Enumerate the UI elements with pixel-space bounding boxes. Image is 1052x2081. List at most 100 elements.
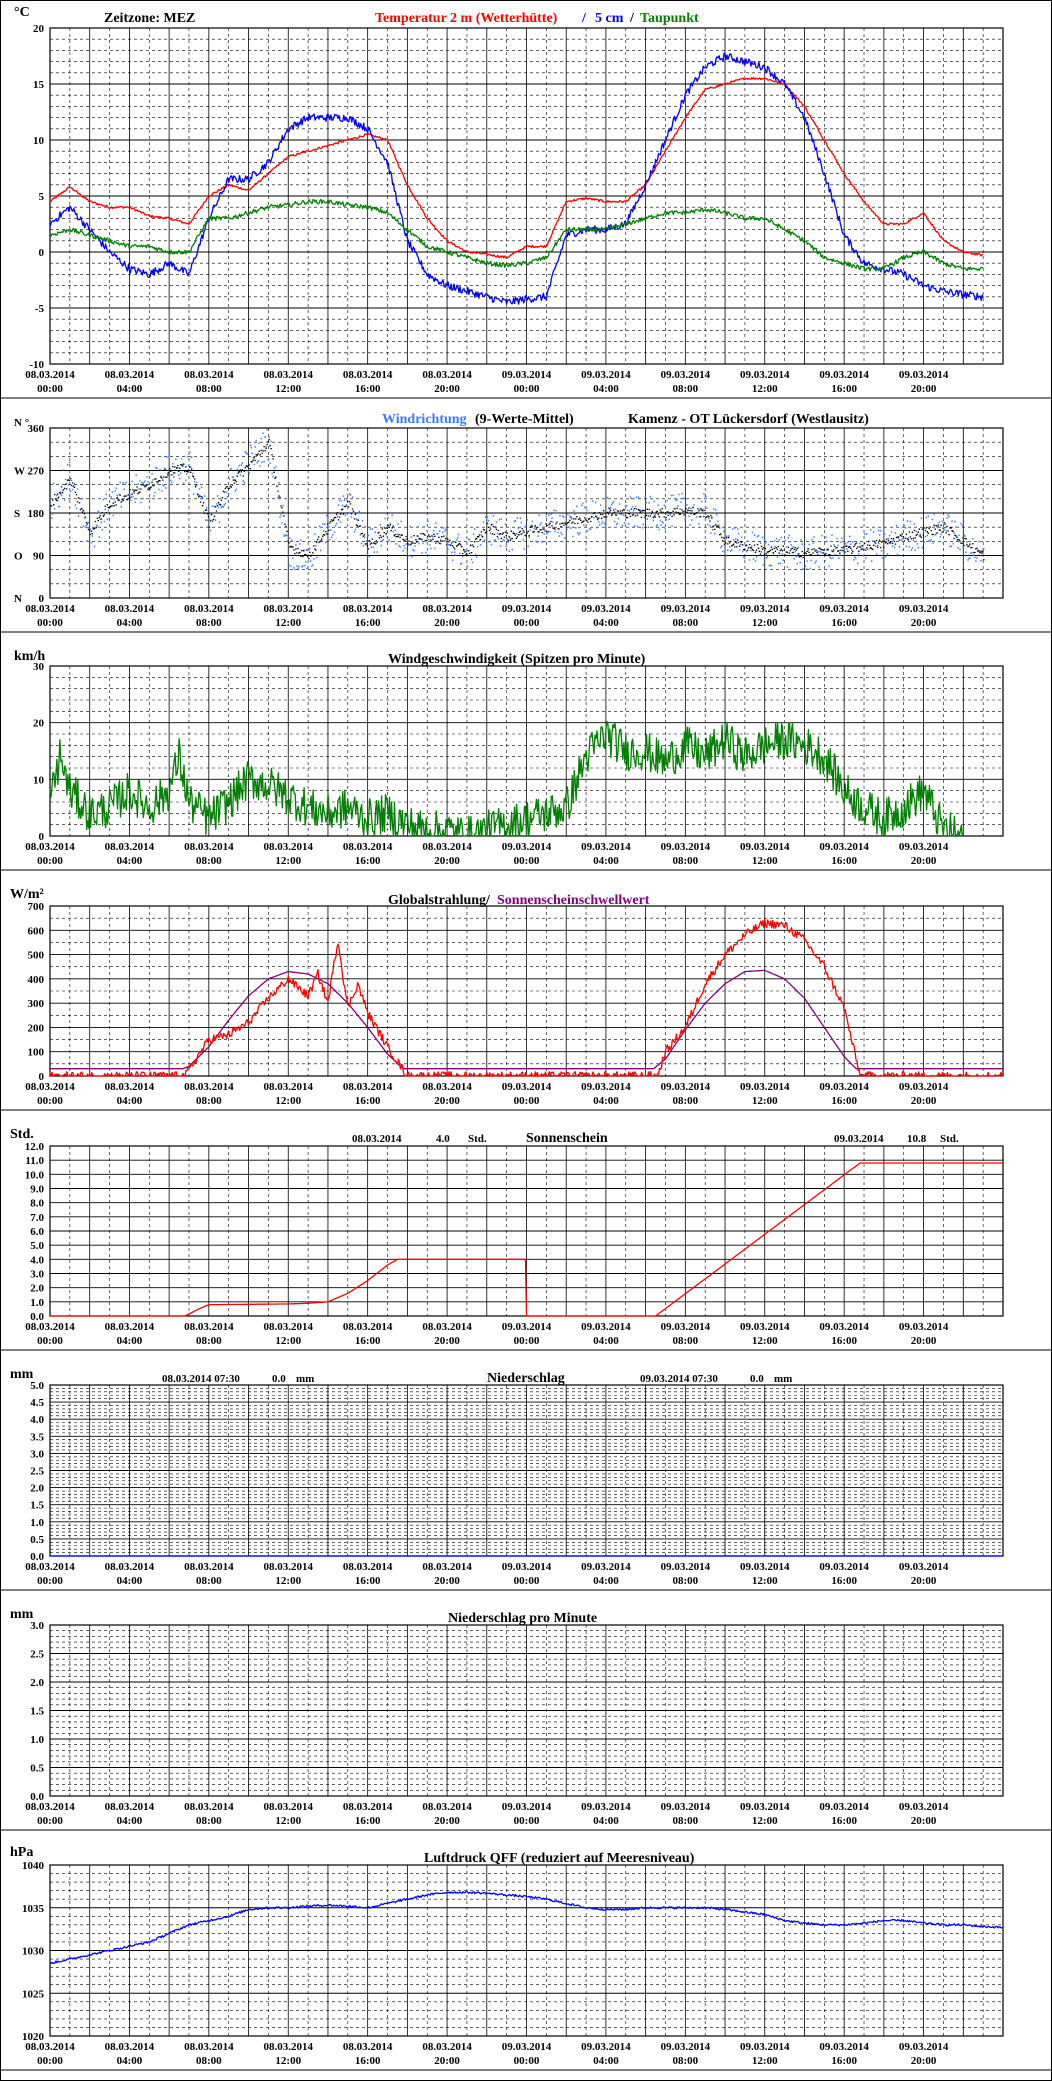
y-tick-label: -5 — [35, 303, 45, 315]
x-tick-date: 08.03.2014 — [264, 2041, 314, 2053]
y-tick-label: 4.0 — [30, 1414, 44, 1426]
x-tick-date: 09.03.2014 — [581, 1081, 631, 1093]
x-tick-date: 08.03.2014 — [25, 841, 75, 853]
x-tick-date: 08.03.2014 — [105, 1561, 155, 1573]
x-tick-date: 09.03.2014 — [899, 1801, 949, 1813]
x-tick-time: 00:00 — [37, 383, 63, 395]
x-tick-date: 08.03.2014 — [25, 1081, 75, 1093]
x-tick-date: 08.03.2014 — [422, 369, 472, 381]
x-tick-date: 08.03.2014 — [422, 1081, 472, 1093]
x-tick-date: 09.03.2014 — [661, 1801, 711, 1813]
x-tick-date: 09.03.2014 — [661, 1321, 711, 1333]
x-tick-time: 04:00 — [117, 2055, 143, 2067]
day1-datetime: 08.03.2014 07:30 — [162, 1373, 240, 1385]
y-tick-label: 3.0 — [30, 1620, 44, 1632]
y-tick-label: 2.0 — [30, 1283, 44, 1295]
x-tick-date: 08.03.2014 — [264, 1561, 314, 1573]
x-tick-date: 09.03.2014 — [819, 2041, 869, 2053]
panel-sunshine: Std. 08.03.2014 4.0 Std. Sonnenschein 09… — [10, 1127, 959, 1146]
x-tick-time: 08:00 — [672, 2055, 698, 2067]
series-line-0 — [49, 720, 964, 837]
x-tick-time: 16:00 — [355, 1815, 381, 1827]
y-tick-label: 0.0 — [30, 1551, 44, 1563]
x-tick-time: 12:00 — [752, 1815, 778, 1827]
x-tick-time: 20:00 — [911, 1095, 937, 1107]
series-line-1 — [49, 52, 984, 305]
x-tick-date: 09.03.2014 — [502, 841, 552, 853]
x-tick-date: 08.03.2014 — [184, 841, 234, 853]
x-tick-time: 00:00 — [514, 1815, 540, 1827]
y-tick-label: 0 — [39, 1071, 45, 1083]
y-tick-label: 100 — [28, 1047, 45, 1059]
y-tick-label: 2.0 — [30, 1677, 44, 1689]
x-tick-time: 08:00 — [196, 1335, 222, 1347]
panel-wind-speed: km/h Windgeschwindigkeit (Spitzen pro Mi… — [14, 649, 646, 667]
x-tick-time: 16:00 — [355, 1575, 381, 1587]
x-tick-date: 09.03.2014 — [899, 603, 949, 615]
unit-label: km/h — [14, 649, 45, 664]
day1-sunshine-total: 4.0 — [436, 1133, 450, 1145]
x-tick-time: 12:00 — [275, 2055, 301, 2067]
x-tick-time: 00:00 — [37, 617, 63, 629]
chart-radiation: 0 100 200 300 400 500 600 700 08.03.2014 00:00 08.… — [0, 901, 1052, 1111]
compass-label: W — [14, 466, 25, 478]
y-tick-label: 1035 — [22, 1903, 45, 1915]
chart-temp: -10 -5 0 5 10 15 20 08.03.2014 00:00 08.03.2014 04… — [0, 23, 1052, 399]
x-tick-date: 08.03.2014 — [184, 2041, 234, 2053]
x-tick-time: 12:00 — [752, 2055, 778, 2067]
compass-label: O — [14, 551, 23, 563]
series-label-temp-2m: Temperatur 2 m (Wetterhütte) — [375, 11, 558, 26]
x-tick-date: 09.03.2014 — [661, 841, 711, 853]
x-tick-date: 08.03.2014 — [264, 369, 314, 381]
y-tick-label: 600 — [28, 925, 45, 937]
station-name: Kamenz - OT Lückersdorf (Westlausitz) — [628, 412, 869, 427]
x-tick-time: 20:00 — [434, 383, 460, 395]
chart-title: Windgeschwindigkeit (Spitzen pro Minute) — [388, 652, 646, 667]
panel-precipitation: mm 08.03.2014 07:30 0.0 mm Niederschlag … — [10, 1367, 792, 1386]
x-tick-time: 20:00 — [911, 1575, 937, 1587]
x-tick-date: 09.03.2014 — [740, 2041, 790, 2053]
x-tick-date: 09.03.2014 — [581, 841, 631, 853]
x-tick-date: 09.03.2014 — [899, 2041, 949, 2053]
x-tick-time: 00:00 — [37, 1575, 63, 1587]
x-tick-time: 00:00 — [514, 1335, 540, 1347]
y-tick-label: 700 — [28, 901, 45, 913]
y-tick-label: 90 — [33, 551, 45, 563]
x-tick-time: 04:00 — [593, 1815, 619, 1827]
x-tick-date: 09.03.2014 — [502, 1801, 552, 1813]
series-points — [50, 428, 985, 571]
x-tick-time: 08:00 — [196, 617, 222, 629]
y-tick-label: 20 — [33, 718, 45, 730]
x-tick-time: 08:00 — [672, 855, 698, 867]
y-tick-label: 400 — [28, 974, 45, 986]
x-tick-time: 16:00 — [831, 617, 857, 629]
x-tick-time: 16:00 — [831, 383, 857, 395]
y-tick-label: 30 — [33, 661, 45, 673]
x-tick-date: 08.03.2014 — [343, 841, 393, 853]
chart-sunshine: 12.0 11.0 10.0 9.0 8.0 7.0 6.0 5.0 4.0 3.0 2.0 1.0 0… — [0, 1141, 1052, 1351]
x-tick-date: 09.03.2014 — [502, 1081, 552, 1093]
y-tick-label: 360 — [28, 423, 45, 435]
x-tick-time: 04:00 — [593, 1575, 619, 1587]
day1-precip-total: 0.0 — [272, 1373, 286, 1385]
y-tick-label: 10 — [33, 774, 45, 786]
y-tick-label: 10.0 — [25, 1169, 45, 1181]
x-tick-date: 08.03.2014 — [422, 841, 472, 853]
y-tick-label: 0.5 — [30, 1763, 44, 1775]
x-tick-time: 12:00 — [275, 1575, 301, 1587]
y-tick-label: 11.0 — [25, 1155, 44, 1167]
x-tick-time: 20:00 — [434, 617, 460, 629]
x-tick-time: 00:00 — [514, 855, 540, 867]
x-tick-time: 04:00 — [117, 855, 143, 867]
x-tick-date: 09.03.2014 — [502, 1561, 552, 1573]
day2-date: 09.03.2014 — [834, 1133, 884, 1145]
x-tick-date: 09.03.2014 — [819, 1561, 869, 1573]
x-tick-time: 16:00 — [355, 383, 381, 395]
x-tick-date: 09.03.2014 — [502, 2041, 552, 2053]
x-tick-time: 12:00 — [752, 855, 778, 867]
x-tick-date: 08.03.2014 — [264, 1081, 314, 1093]
chart-title: Niederschlag — [487, 1371, 565, 1386]
